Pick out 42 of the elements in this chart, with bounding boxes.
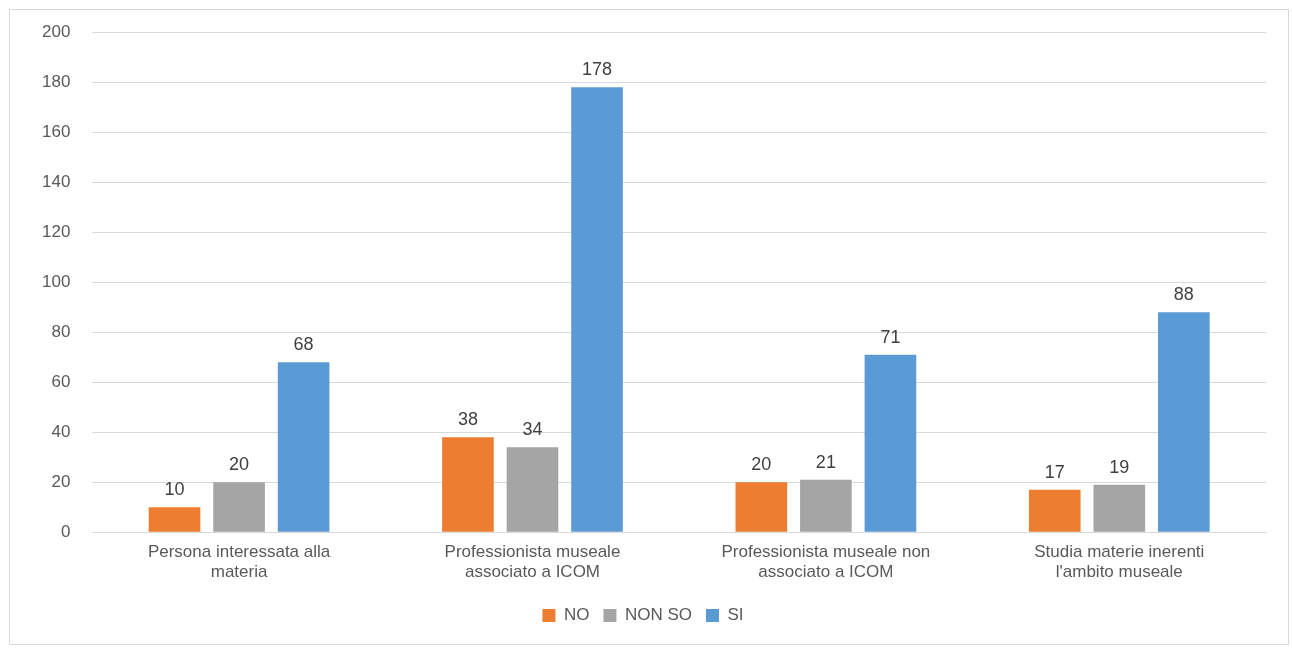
data-label: 21: [815, 451, 836, 472]
bar: [213, 482, 265, 532]
data-label: 68: [293, 334, 314, 355]
y-tick-label: 0: [60, 521, 71, 541]
y-tick-label: 80: [51, 321, 71, 341]
x-tick-label: Professionista museale non associato a ICOM: [721, 542, 931, 582]
data-label: 178: [582, 59, 613, 80]
bar: [735, 482, 788, 532]
y-tick-label: 100: [41, 271, 71, 291]
legend-label: NON SO: [624, 605, 692, 625]
bar: [1158, 312, 1210, 532]
data-label: 38: [457, 409, 478, 430]
bar: [800, 479, 852, 532]
y-tick-label: 20: [51, 471, 71, 491]
y-tick-label: 60: [51, 371, 71, 391]
legend-label: SI: [727, 605, 744, 625]
bar: [864, 354, 917, 532]
bar: [1093, 484, 1146, 532]
data-label: 20: [751, 454, 772, 475]
y-tick-label: 180: [41, 71, 71, 91]
y-tick-label: 160: [41, 121, 71, 141]
data-label: 10: [164, 479, 185, 500]
x-tick-label: Persona interessata alla materia: [147, 542, 331, 582]
data-label: 34: [522, 419, 543, 440]
data-label: 17: [1044, 461, 1065, 482]
data-label: 19: [1109, 456, 1130, 477]
y-tick-label: 200: [41, 21, 71, 41]
bar: [442, 437, 494, 532]
bar: [148, 507, 201, 532]
bar: [1028, 489, 1081, 532]
data-label: 71: [880, 326, 901, 347]
legend-label: NO: [563, 605, 590, 625]
x-tick-label: Studia materie inerenti l'ambito museale: [1034, 542, 1205, 582]
y-tick-label: 40: [51, 421, 71, 441]
data-label: 88: [1173, 284, 1194, 305]
y-tick-label: 140: [41, 171, 71, 191]
y-tick-label: 120: [41, 221, 71, 241]
x-tick-label: Professionista museale associato a ICOM: [444, 542, 621, 582]
bar: [506, 447, 559, 532]
data-label: 20: [229, 454, 250, 475]
bar: [277, 362, 330, 532]
bar: [571, 87, 623, 532]
